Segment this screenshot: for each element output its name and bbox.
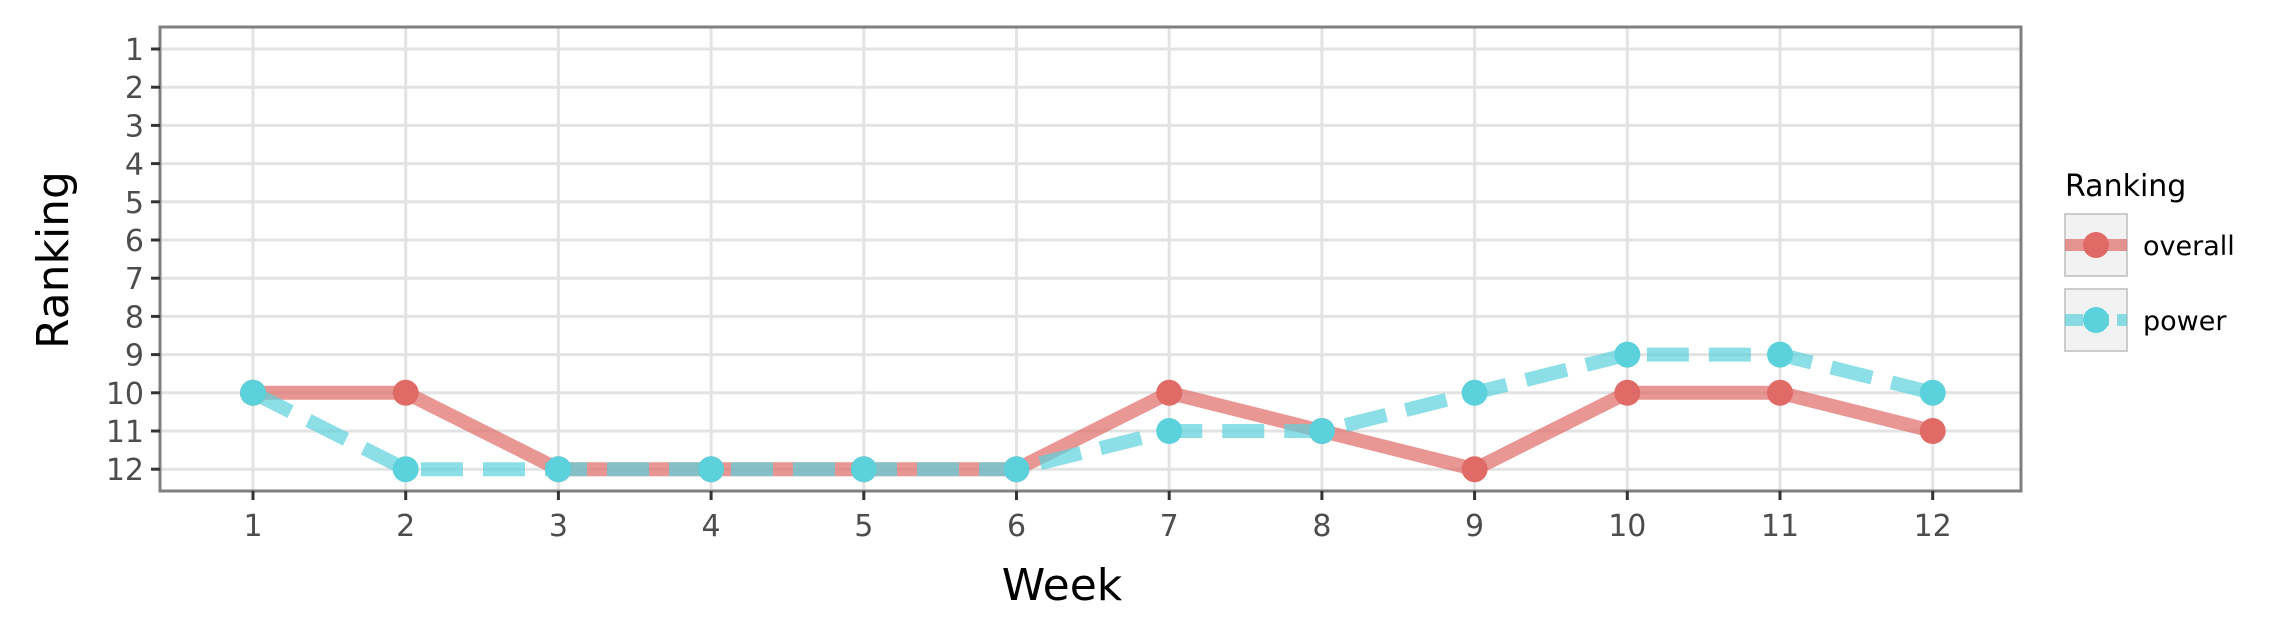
x-tick-label: 8 (1312, 509, 1331, 544)
data-point-power (1461, 379, 1488, 406)
x-tick-label: 2 (396, 509, 415, 544)
y-tick-label: 12 (106, 453, 144, 488)
y-tick-label: 11 (106, 415, 144, 450)
y-tick-label: 9 (125, 339, 144, 374)
x-tick-label: 4 (702, 509, 721, 544)
y-tick-label: 8 (125, 300, 144, 335)
data-point-power (1156, 418, 1183, 444)
x-tick-label: 3 (549, 509, 568, 544)
data-point-power (1308, 418, 1335, 444)
data-point-overall (1919, 418, 1946, 444)
data-point-overall (1461, 456, 1488, 483)
x-axis-label: Week (1002, 560, 1123, 611)
y-tick-label: 3 (125, 109, 144, 144)
x-tick-label: 10 (1608, 509, 1646, 544)
data-point-overall (392, 379, 419, 406)
data-point-overall (1767, 379, 1793, 406)
legend: Ranking overall power (2064, 169, 2235, 352)
x-tick-label: 11 (1761, 509, 1799, 544)
y-tick-label: 10 (106, 377, 144, 412)
data-point-power (392, 456, 419, 483)
y-tick-label: 1 (125, 33, 144, 68)
y-tick-label: 7 (125, 262, 144, 297)
y-tick-label: 6 (125, 224, 144, 259)
y-tick-label: 4 (125, 148, 144, 183)
plot-border (158, 25, 2023, 493)
data-point-power (850, 456, 877, 483)
x-tick-label: 1 (243, 509, 262, 544)
series-line-overall (253, 385, 1935, 477)
data-point-power (1767, 341, 1793, 368)
series-lines (240, 341, 1946, 483)
x-tick-label: 12 (1914, 509, 1952, 544)
legend-key-point (2083, 232, 2109, 258)
data-point-overall (1156, 379, 1183, 406)
x-tick-label: 6 (1007, 509, 1026, 544)
x-axis-ticks: 1 2 3 4 5 6 7 8 9 10 11 12 (243, 491, 1952, 544)
legend-label-power: power (2143, 306, 2227, 337)
data-point-power (1919, 379, 1946, 406)
data-point-power (698, 456, 725, 483)
y-axis-label: Ranking (28, 171, 79, 349)
data-point-power (1003, 456, 1030, 483)
series-line-power (249, 347, 1935, 477)
data-point-power (545, 456, 572, 483)
x-tick-label: 7 (1160, 509, 1179, 544)
data-point-power (240, 379, 266, 406)
legend-label-overall: overall (2143, 231, 2235, 262)
data-point-power (1614, 341, 1641, 368)
data-point-overall (1614, 379, 1641, 406)
y-tick-label: 5 (125, 186, 144, 221)
legend-key-point (2083, 307, 2109, 333)
x-tick-label: 9 (1465, 509, 1484, 544)
x-tick-label: 5 (854, 509, 873, 544)
legend-title: Ranking (2065, 169, 2186, 204)
legend-entries: overall power (2064, 213, 2235, 352)
y-tick-label: 2 (125, 71, 144, 106)
